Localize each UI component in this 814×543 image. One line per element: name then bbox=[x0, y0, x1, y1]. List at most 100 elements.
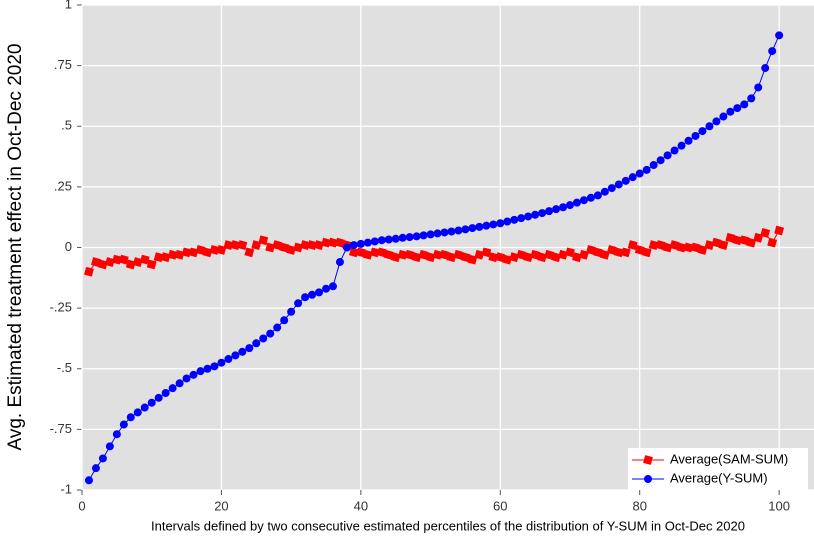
marker bbox=[139, 254, 150, 265]
marker bbox=[509, 252, 520, 263]
marker bbox=[125, 259, 136, 270]
marker bbox=[600, 187, 609, 196]
marker bbox=[768, 47, 777, 56]
marker bbox=[398, 233, 407, 242]
marker bbox=[740, 100, 749, 109]
marker bbox=[593, 191, 602, 200]
marker bbox=[126, 413, 135, 422]
marker bbox=[265, 242, 276, 253]
marker bbox=[259, 334, 268, 343]
marker bbox=[747, 94, 756, 103]
marker bbox=[258, 235, 269, 246]
marker bbox=[376, 247, 387, 258]
marker bbox=[84, 476, 93, 485]
marker bbox=[301, 293, 310, 302]
marker bbox=[698, 127, 707, 136]
marker bbox=[342, 243, 351, 252]
x-tick-label: 80 bbox=[632, 498, 646, 513]
marker bbox=[447, 227, 456, 236]
marker bbox=[592, 247, 603, 258]
marker bbox=[496, 219, 505, 228]
marker bbox=[245, 344, 254, 353]
marker bbox=[91, 257, 101, 267]
marker bbox=[98, 454, 107, 463]
legend-label: Average(Y-SUM) bbox=[670, 470, 768, 485]
marker bbox=[634, 245, 645, 255]
marker bbox=[712, 117, 721, 126]
marker bbox=[690, 242, 701, 253]
marker bbox=[174, 249, 185, 260]
marker bbox=[644, 475, 652, 483]
marker bbox=[454, 226, 463, 235]
marker bbox=[468, 224, 477, 233]
marker bbox=[739, 235, 750, 246]
y-tick-label: -1 bbox=[60, 481, 72, 496]
marker bbox=[495, 252, 506, 263]
marker bbox=[754, 83, 763, 92]
marker bbox=[266, 329, 275, 338]
marker bbox=[273, 323, 282, 332]
marker bbox=[774, 225, 785, 236]
marker bbox=[404, 249, 415, 260]
marker bbox=[482, 221, 491, 230]
marker bbox=[460, 252, 471, 263]
x-tick-label: 20 bbox=[214, 498, 228, 513]
x-tick-label: 100 bbox=[768, 498, 790, 513]
marker bbox=[530, 249, 541, 260]
marker bbox=[355, 247, 366, 258]
marker bbox=[286, 245, 297, 255]
marker bbox=[446, 252, 457, 263]
marker bbox=[279, 242, 290, 253]
marker bbox=[628, 173, 637, 182]
marker bbox=[189, 370, 198, 379]
marker bbox=[405, 233, 414, 242]
marker bbox=[293, 242, 304, 253]
marker bbox=[175, 379, 184, 388]
marker bbox=[383, 249, 394, 260]
marker bbox=[161, 389, 170, 397]
marker bbox=[272, 240, 283, 250]
marker bbox=[105, 442, 114, 451]
legend: Average(SAM-SUM) Average(Y-SUM) bbox=[628, 448, 808, 490]
marker bbox=[684, 136, 693, 145]
marker bbox=[620, 247, 631, 258]
marker bbox=[503, 217, 512, 226]
marker bbox=[579, 196, 588, 205]
marker bbox=[655, 240, 666, 250]
marker bbox=[489, 220, 498, 229]
marks bbox=[84, 31, 785, 485]
marker bbox=[586, 193, 595, 202]
marker bbox=[566, 201, 574, 210]
marker bbox=[641, 247, 652, 258]
marker bbox=[517, 214, 526, 223]
marker bbox=[224, 355, 233, 364]
marker bbox=[426, 230, 435, 239]
marker bbox=[411, 252, 422, 263]
marker bbox=[704, 240, 715, 250]
marker bbox=[349, 241, 358, 250]
marker bbox=[384, 235, 393, 244]
marker bbox=[203, 364, 212, 373]
marker bbox=[475, 222, 484, 231]
marker bbox=[98, 259, 108, 270]
marker bbox=[586, 245, 596, 255]
marker bbox=[195, 245, 206, 255]
marker bbox=[775, 31, 784, 40]
marker bbox=[558, 249, 568, 260]
x-tick-label: 40 bbox=[354, 498, 368, 513]
marker bbox=[217, 358, 226, 367]
marker bbox=[607, 184, 616, 193]
marker bbox=[132, 257, 143, 267]
marker bbox=[196, 367, 205, 376]
marker bbox=[244, 247, 255, 258]
y-tick-label: -.5 bbox=[57, 360, 72, 375]
marker bbox=[761, 64, 770, 73]
marker bbox=[231, 351, 240, 360]
marker bbox=[502, 254, 513, 265]
marker bbox=[425, 252, 436, 263]
marker bbox=[104, 257, 115, 267]
marker bbox=[537, 252, 548, 263]
x-tick-label: 0 bbox=[78, 498, 85, 513]
marker bbox=[572, 198, 581, 207]
marker bbox=[188, 247, 199, 258]
